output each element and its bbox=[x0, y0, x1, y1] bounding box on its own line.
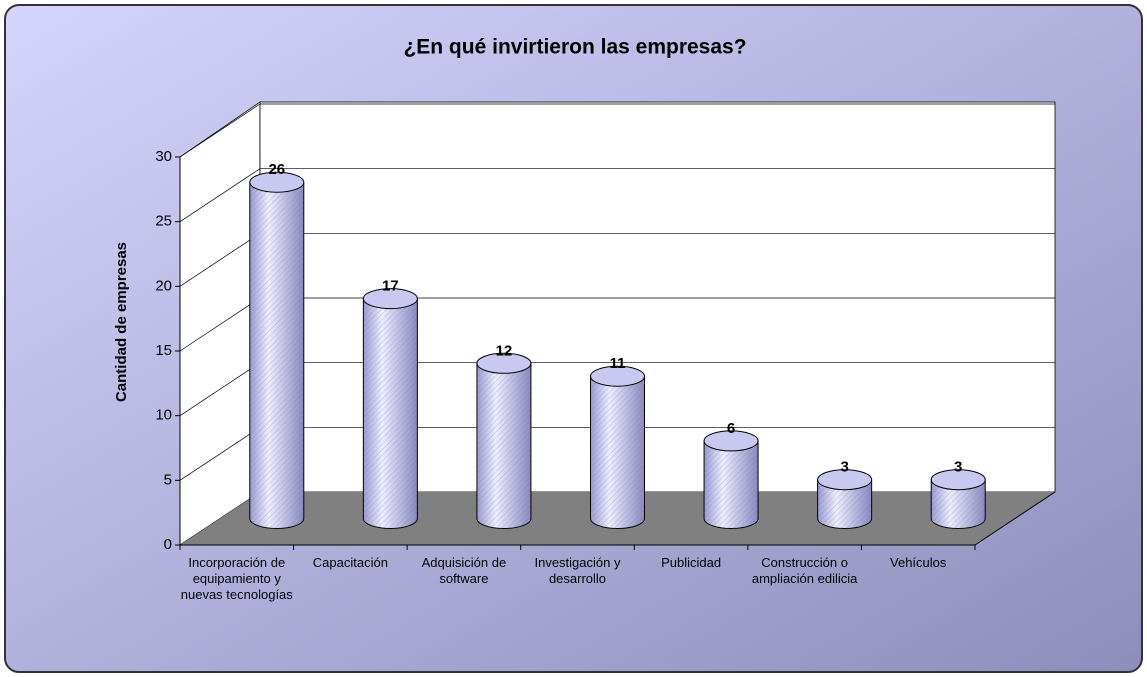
x-tick-label: Investigación y desarrollo bbox=[534, 555, 621, 586]
bar bbox=[590, 365, 645, 529]
bar bbox=[249, 171, 305, 529]
value-label: 12 bbox=[496, 342, 513, 359]
side-wall bbox=[179, 101, 261, 546]
bar bbox=[362, 288, 418, 529]
x-tick-label-box: Capacitación bbox=[312, 555, 388, 570]
cylinder-hatch bbox=[931, 479, 986, 529]
cylinder-top bbox=[930, 469, 986, 491]
x-tick-label-box: Publicidad bbox=[661, 555, 722, 570]
x-tick-label: Adquisición de software bbox=[421, 555, 507, 586]
grid-line bbox=[179, 168, 261, 222]
value-label: 26 bbox=[268, 161, 285, 178]
cylinder-hatch bbox=[817, 479, 872, 529]
cylinder-top bbox=[703, 430, 759, 452]
grid-line bbox=[179, 103, 261, 158]
cylinder-top bbox=[249, 171, 305, 193]
cylinder-top bbox=[590, 365, 645, 387]
x-tick-label-box: Investigación y desarrollo bbox=[534, 555, 621, 586]
cylinder-hatch bbox=[704, 440, 759, 529]
y-tick-label: 20 bbox=[155, 277, 172, 294]
cylinder-hatch bbox=[590, 376, 645, 529]
grid-line bbox=[179, 233, 261, 287]
value-label: 3 bbox=[840, 459, 848, 476]
x-tick-label-box: Incorporación de equipamiento y nuevas t… bbox=[180, 555, 293, 602]
x-tick-label: Publicidad bbox=[661, 555, 722, 570]
bar bbox=[476, 352, 532, 529]
y-tick-label: 5 bbox=[164, 471, 172, 488]
bar bbox=[703, 430, 759, 529]
y-tick-label: 0 bbox=[164, 536, 172, 553]
y-axis-label: Cantidad de empresas bbox=[113, 242, 130, 402]
x-tick-label: Construcción o ampliación edilicia bbox=[751, 555, 858, 586]
cylinder-top bbox=[362, 288, 418, 310]
value-label: 11 bbox=[610, 355, 626, 372]
grid-line bbox=[179, 427, 261, 481]
value-label: 3 bbox=[954, 459, 962, 476]
value-label: 17 bbox=[382, 278, 399, 295]
y-tick-label: 10 bbox=[155, 407, 172, 424]
grid-line bbox=[179, 362, 261, 416]
x-tick-label-box: Adquisición de software bbox=[421, 555, 507, 586]
grid-line bbox=[179, 297, 261, 352]
x-tick-label: Capacitación bbox=[312, 555, 388, 570]
cylinder-hatch bbox=[476, 363, 531, 529]
x-tick-label: Vehículos bbox=[890, 555, 947, 570]
y-tick-label: 25 bbox=[155, 213, 172, 230]
y-tick-label: 30 bbox=[155, 148, 172, 165]
value-label: 6 bbox=[727, 420, 735, 437]
x-tick-label-box: Vehículos bbox=[890, 555, 947, 570]
floor-edge bbox=[974, 491, 1056, 546]
x-tick-label-box: Construcción o ampliación edilicia bbox=[751, 555, 858, 586]
cylinder-hatch bbox=[249, 182, 304, 529]
bar bbox=[930, 469, 986, 529]
y-tick-label: 15 bbox=[155, 342, 172, 359]
cylinder-hatch bbox=[363, 298, 418, 529]
cylinder-top bbox=[476, 352, 532, 374]
cylinder-top bbox=[817, 469, 873, 491]
chart-title: ¿En qué invirtieron las empresas? bbox=[403, 36, 746, 59]
x-tick-label: Incorporación de equipamiento y nuevas t… bbox=[180, 555, 293, 602]
bar bbox=[817, 469, 873, 529]
